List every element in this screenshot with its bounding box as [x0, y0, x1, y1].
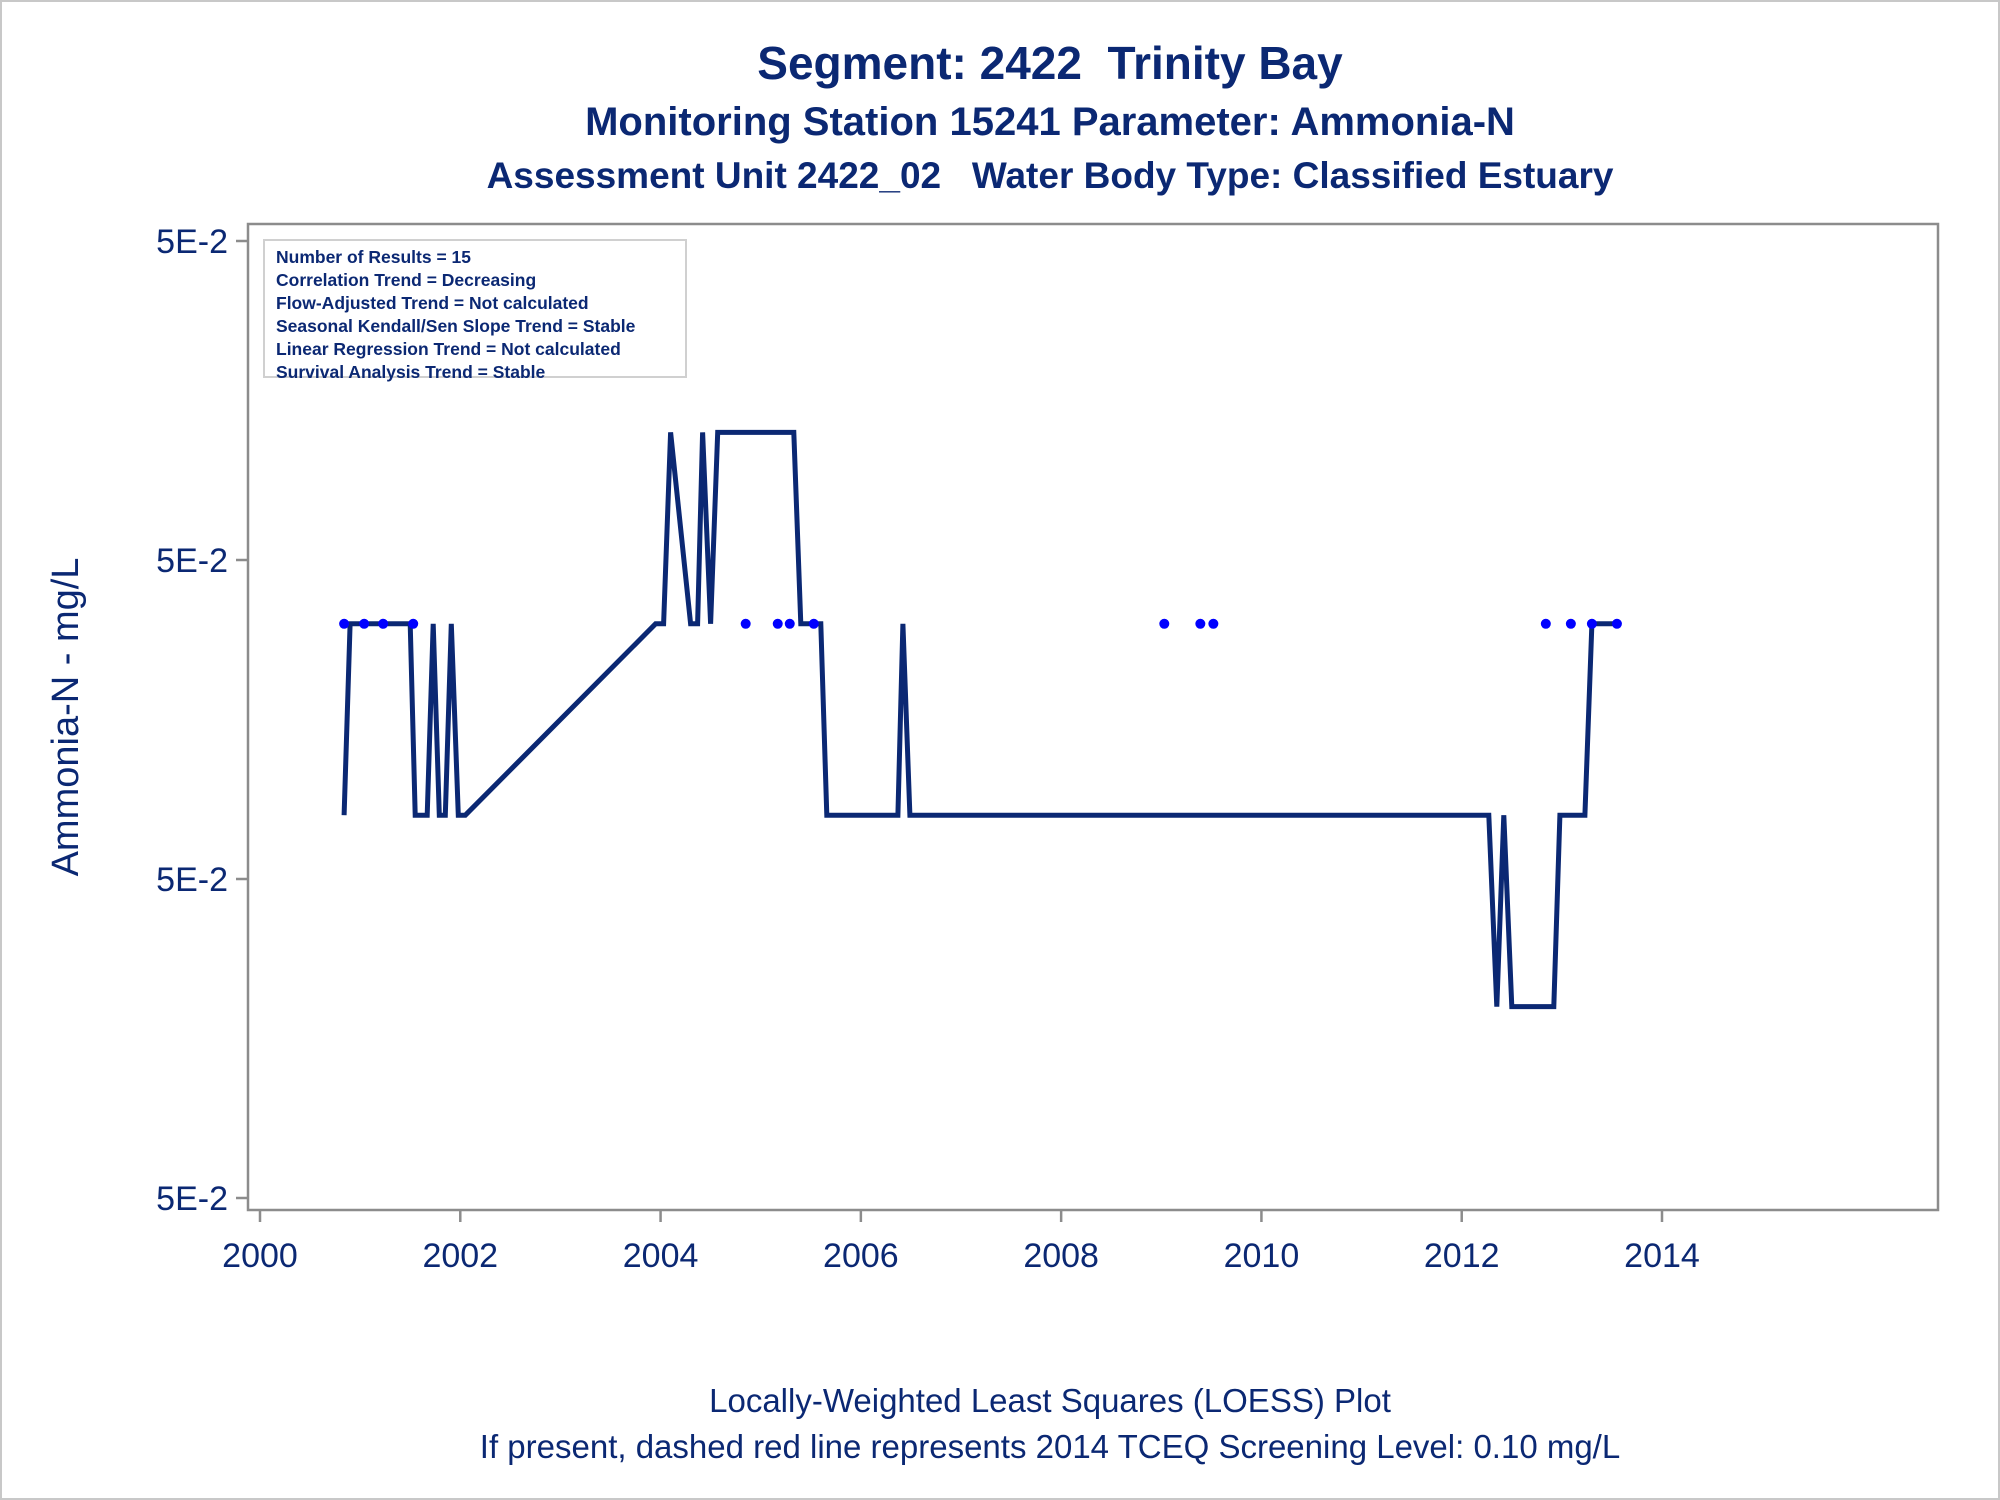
x-tick-label: 2008 [1023, 1237, 1099, 1275]
y-tick-label: 5E-2 [156, 1180, 228, 1218]
y-tick-label: 5E-2 [156, 542, 228, 580]
stats-box: Number of Results = 15 Correlation Trend… [263, 239, 687, 382]
data-point [339, 618, 350, 629]
y-tick-label: 5E-2 [156, 861, 228, 899]
data-point [378, 618, 389, 629]
x-tick-label: 2000 [222, 1237, 298, 1275]
footer-plot-type: Locally-Weighted Least Squares (LOESS) P… [709, 1382, 1391, 1419]
stats-line: Linear Regression Trend = Not calculated [276, 339, 621, 359]
data-point [740, 618, 751, 629]
stats-line: Survival Analysis Trend = Stable [276, 362, 546, 382]
stats-line: Flow-Adjusted Trend = Not calculated [276, 293, 589, 313]
x-tick-label: 2010 [1224, 1237, 1300, 1275]
data-point [1208, 618, 1219, 629]
data-point [808, 618, 819, 629]
data-point [1611, 618, 1622, 629]
data-point [1586, 618, 1597, 629]
y-tick-label: 5E-2 [156, 223, 228, 261]
stats-line: Seasonal Kendall/Sen Slope Trend = Stabl… [276, 316, 636, 336]
loess-line [341, 429, 1617, 1010]
chart-subtitle-assessment: Assessment Unit 2422_02 Water Body Type:… [486, 155, 1614, 196]
x-tick-label: 2004 [623, 1237, 699, 1275]
data-point [359, 618, 370, 629]
data-point [1159, 618, 1170, 629]
x-tick-label: 2006 [823, 1237, 899, 1275]
y-axis-label: Ammonia-N - mg/L [45, 558, 87, 877]
data-point [1565, 618, 1576, 629]
x-tick-label: 2014 [1624, 1237, 1700, 1275]
data-point [1195, 618, 1206, 629]
chart-title: Segment: 2422 Trinity Bay [757, 37, 1343, 89]
data-point [408, 618, 419, 629]
data-point [772, 618, 783, 629]
plot-border [246, 222, 1940, 1212]
stats-line: Number of Results = 15 [276, 247, 471, 267]
x-tick-label: 2002 [422, 1237, 498, 1275]
stats-line: Correlation Trend = Decreasing [276, 270, 537, 290]
chart-subtitle-station: Monitoring Station 15241 Parameter: Ammo… [585, 100, 1515, 144]
x-tick-label: 2012 [1424, 1237, 1500, 1275]
data-point [1540, 618, 1551, 629]
footer-screening-note: If present, dashed red line represents 2… [479, 1428, 1621, 1465]
data-point [784, 618, 795, 629]
